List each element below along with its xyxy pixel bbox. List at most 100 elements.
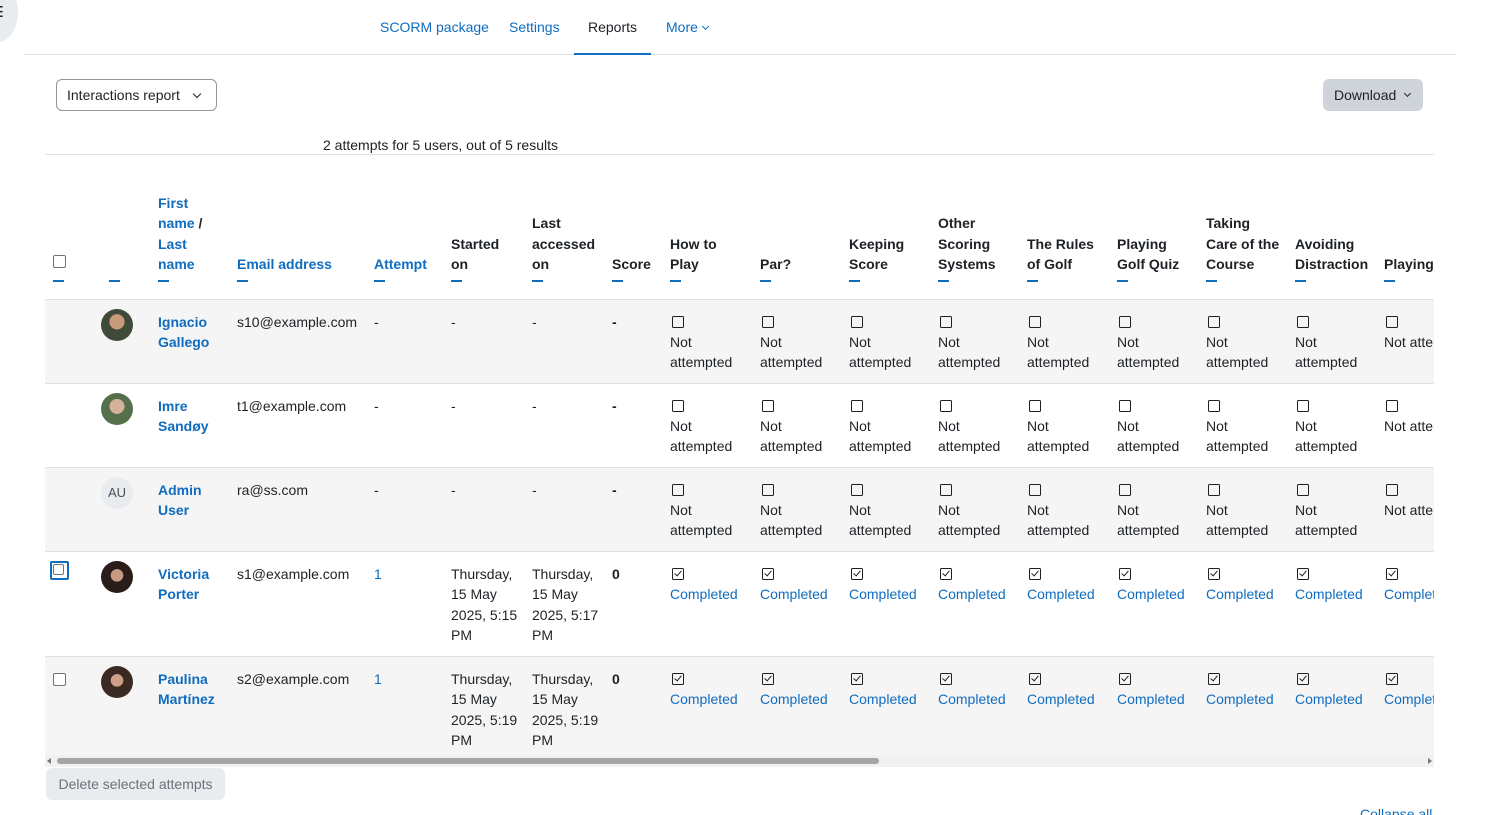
checkbox-checked-icon bbox=[851, 672, 863, 685]
checkbox-empty-icon bbox=[1386, 399, 1398, 412]
status-completed-link[interactable]: Completed bbox=[849, 585, 917, 602]
question-status-cell: Not attempted bbox=[1287, 383, 1376, 467]
status-completed-link[interactable]: Completed bbox=[938, 690, 1006, 707]
row-checkbox[interactable] bbox=[53, 673, 66, 687]
collapse-column-icon[interactable] bbox=[237, 279, 248, 282]
collapse-column-icon[interactable] bbox=[612, 279, 623, 282]
status-completed-link[interactable]: Completed bbox=[1206, 690, 1274, 707]
user-first-name-link[interactable]: Victoria bbox=[158, 565, 210, 582]
avatar[interactable] bbox=[101, 560, 133, 593]
question-status-cell: Not attempted bbox=[1109, 467, 1198, 551]
collapse-column-icon[interactable] bbox=[109, 279, 120, 282]
user-first-name-link[interactable]: Ignacio bbox=[158, 313, 208, 330]
collapse-column-icon[interactable] bbox=[1117, 279, 1128, 282]
collapse-column-icon[interactable] bbox=[1206, 279, 1217, 282]
user-first-name-link[interactable]: Admin bbox=[158, 481, 202, 498]
last-accessed-cell: Thursday, 15 May 2025, 5:17 PM bbox=[532, 565, 599, 644]
attempt-cell[interactable]: 1 bbox=[374, 565, 382, 582]
status-text: Not attempted bbox=[1027, 417, 1090, 455]
collapse-column-icon[interactable] bbox=[374, 279, 385, 282]
status-completed-link[interactable]: Completed bbox=[1117, 585, 1185, 602]
avatar[interactable] bbox=[101, 665, 133, 698]
status-completed-link[interactable]: Completed bbox=[849, 690, 917, 707]
status-text: Not attempted bbox=[670, 417, 733, 455]
sort-last-name-link[interactable]: Last name bbox=[158, 235, 195, 273]
status-completed-link[interactable]: Completed bbox=[1117, 690, 1185, 707]
attempt-cell[interactable]: 1 bbox=[374, 670, 382, 687]
avatar[interactable] bbox=[101, 392, 133, 425]
tab-settings[interactable]: Settings bbox=[509, 19, 560, 35]
download-button[interactable]: Download bbox=[1323, 79, 1423, 111]
user-last-name-link[interactable]: Porter bbox=[158, 586, 200, 602]
collapse-column-icon[interactable] bbox=[1295, 279, 1306, 282]
status-completed-link[interactable]: Completed bbox=[1206, 585, 1274, 602]
question-status-cell: Completed bbox=[662, 551, 752, 656]
collapse-column-icon[interactable] bbox=[53, 279, 64, 282]
user-last-name-link[interactable]: Martínez bbox=[158, 691, 215, 707]
sort-first-name-link[interactable]: First name bbox=[158, 194, 195, 232]
status-completed-link[interactable]: Completed bbox=[938, 585, 1006, 602]
email-header: Email address bbox=[229, 155, 366, 299]
tab-scorm-package[interactable]: SCORM package bbox=[380, 19, 489, 35]
collapse-column-icon[interactable] bbox=[158, 279, 169, 282]
status-completed-link[interactable]: Completed bbox=[1295, 585, 1363, 602]
attempt-cell: - bbox=[374, 313, 379, 330]
avatar[interactable]: AU bbox=[101, 476, 133, 509]
collapse-column-icon[interactable] bbox=[849, 279, 860, 282]
scrollbar-thumb[interactable] bbox=[57, 758, 879, 764]
status-text: Not attempted bbox=[670, 333, 733, 371]
tab-reports[interactable]: Reports bbox=[574, 0, 652, 55]
user-last-name-link[interactable]: Gallego bbox=[158, 334, 210, 350]
drawer-toggle-button[interactable]: ☰ bbox=[0, 0, 18, 42]
collapse-column-icon[interactable] bbox=[1384, 279, 1395, 282]
status-text: Not attempted bbox=[938, 417, 1001, 455]
row-checkbox-focused[interactable] bbox=[50, 560, 69, 580]
scroll-right-arrow-icon[interactable] bbox=[1428, 758, 1432, 764]
tab-more[interactable]: More bbox=[666, 0, 709, 55]
report-type-select[interactable]: Interactions report bbox=[56, 79, 217, 111]
collapse-column-icon[interactable] bbox=[532, 279, 543, 282]
avatar[interactable] bbox=[101, 308, 133, 341]
sort-email-link[interactable]: Email address bbox=[237, 256, 332, 272]
select-all-checkbox[interactable] bbox=[53, 254, 66, 268]
status-completed-link[interactable]: Completed bbox=[1295, 690, 1363, 707]
name-cell: Victoria Porter bbox=[150, 551, 229, 656]
checkbox-checked-icon bbox=[1386, 567, 1398, 580]
email-cell: ra@ss.com bbox=[237, 481, 308, 498]
started-header: Started on bbox=[443, 155, 524, 299]
horizontal-scrollbar[interactable] bbox=[45, 755, 1434, 767]
delete-selected-attempts-button[interactable]: Delete selected attempts bbox=[46, 768, 225, 800]
collapse-column-icon[interactable] bbox=[938, 279, 949, 282]
collapse-column-icon[interactable] bbox=[670, 279, 681, 282]
row-checkbox[interactable] bbox=[53, 563, 64, 575]
status-completed-link[interactable]: Completed bbox=[1027, 690, 1095, 707]
checkbox-empty-icon bbox=[762, 399, 774, 412]
secondary-navigation: SCORM package Settings Reports More bbox=[24, 0, 1456, 55]
status-completed-link[interactable]: Completed bbox=[670, 690, 738, 707]
scroll-left-arrow-icon[interactable] bbox=[47, 758, 51, 764]
collapse-column-icon[interactable] bbox=[760, 279, 771, 282]
status-completed-link[interactable]: Completed bbox=[1384, 690, 1434, 707]
started-cell: Thursday, 15 May 2025, 5:19 PM bbox=[451, 670, 518, 749]
status-completed-link[interactable]: Completed bbox=[760, 585, 828, 602]
collapse-column-icon[interactable] bbox=[451, 279, 462, 282]
status-text: Not attempted bbox=[1206, 333, 1269, 371]
checkbox-checked-icon bbox=[762, 672, 774, 685]
user-last-name-link[interactable]: User bbox=[158, 502, 190, 518]
table-row: Ignacio Gallego s10@example.com - - - - Not att… bbox=[45, 299, 1434, 383]
collapse-column-icon[interactable] bbox=[1027, 279, 1038, 282]
attempt-header: Attempt bbox=[366, 155, 443, 299]
user-first-name-link[interactable]: Paulina bbox=[158, 670, 208, 687]
status-completed-link[interactable]: Completed bbox=[760, 690, 828, 707]
status-completed-link[interactable]: Completed bbox=[670, 585, 738, 602]
question-status-cell: Not attempted bbox=[841, 467, 930, 551]
question-status-cell: Completed bbox=[1376, 551, 1434, 656]
score-label: Score bbox=[612, 256, 651, 272]
status-completed-link[interactable]: Completed bbox=[1027, 585, 1095, 602]
user-first-name-link[interactable]: Imre bbox=[158, 397, 188, 414]
checkbox-empty-icon bbox=[1297, 399, 1309, 412]
collapse-all-link[interactable]: Collapse all bbox=[1360, 806, 1433, 815]
status-completed-link[interactable]: Completed bbox=[1384, 585, 1434, 602]
sort-attempt-link[interactable]: Attempt bbox=[374, 256, 427, 272]
user-last-name-link[interactable]: Sandøy bbox=[158, 418, 209, 434]
